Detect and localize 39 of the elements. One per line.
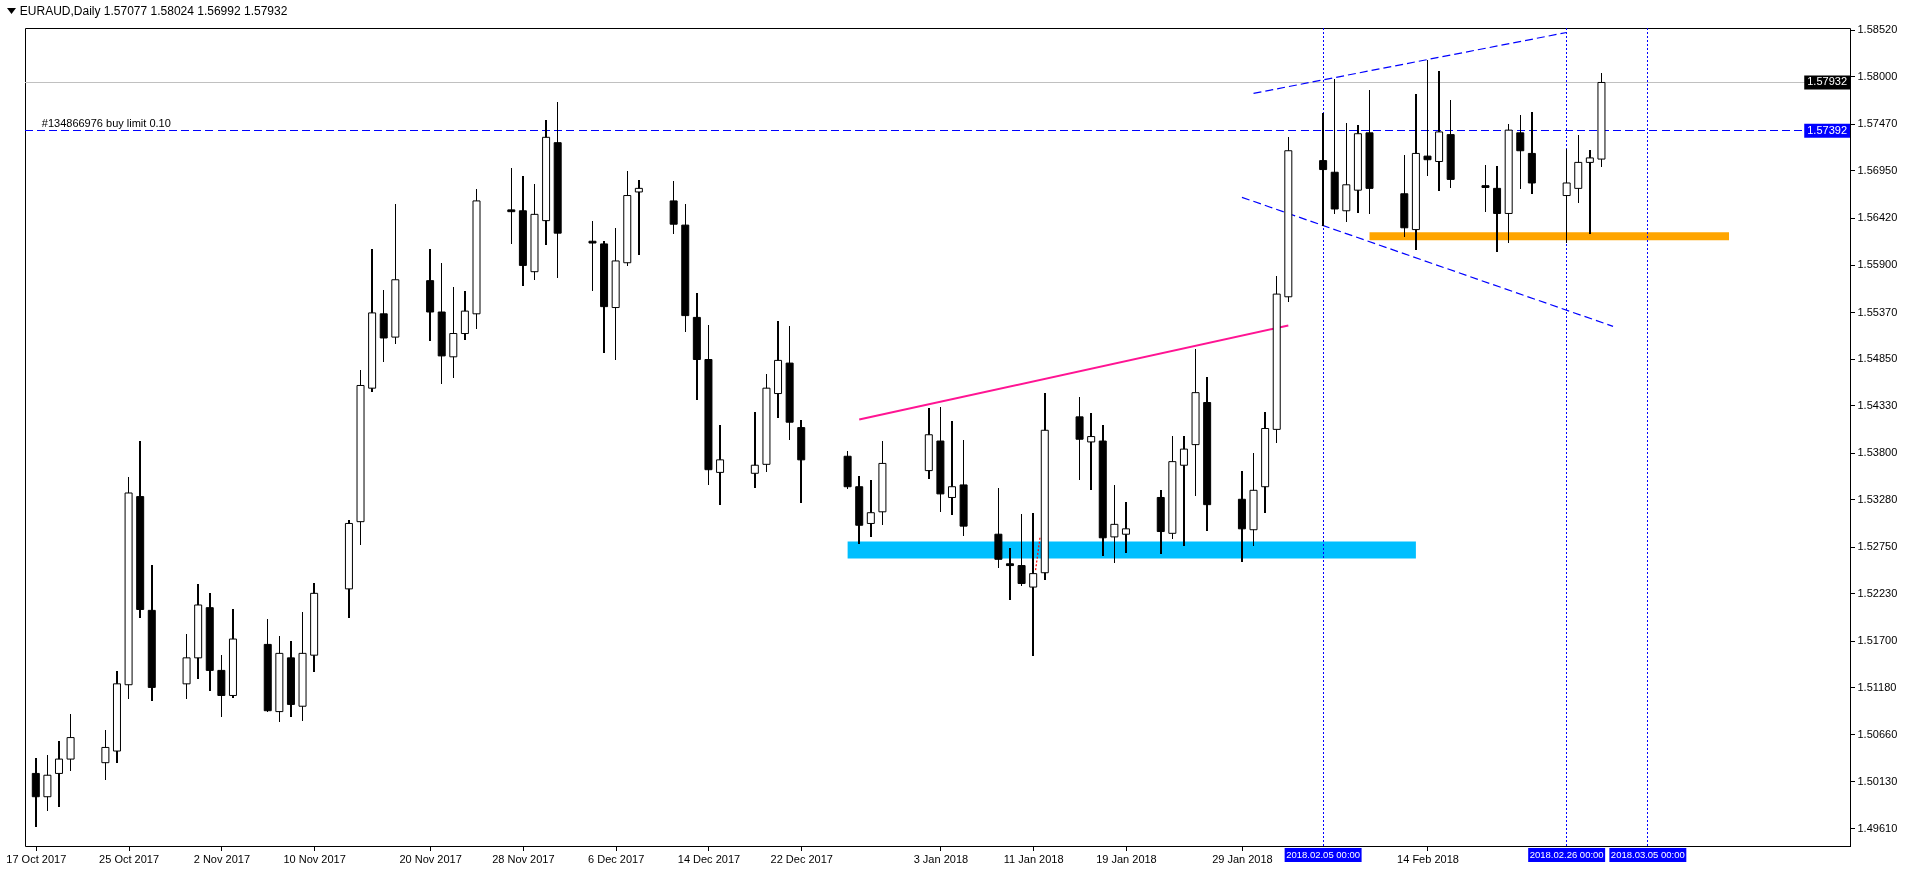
x-tick-label: 25 Oct 2017 xyxy=(99,852,160,865)
x-tick-label: 11 Jan 2018 xyxy=(1003,852,1064,865)
x-tick-label: 17 Oct 2017 xyxy=(6,852,67,865)
y-tick-label: 1.53280 xyxy=(1857,492,1898,505)
y-tick-label: 1.49610 xyxy=(1857,821,1898,834)
y-tick-label: 1.50660 xyxy=(1857,727,1898,740)
y-tick-label: 1.52750 xyxy=(1857,540,1898,553)
x-tick-label: 29 Jan 2018 xyxy=(1212,852,1273,865)
y-tick-label: 1.54850 xyxy=(1857,352,1898,365)
y-tick-label: 1.51700 xyxy=(1857,634,1898,647)
y-tick-label: 1.54330 xyxy=(1857,398,1898,411)
x-tick-label: 14 Feb 2018 xyxy=(1397,852,1459,865)
x-tick-label: 19 Jan 2018 xyxy=(1096,852,1157,865)
x-tick-label: 28 Nov 2017 xyxy=(492,852,555,865)
y-tick-label: 1.56420 xyxy=(1857,211,1898,224)
x-tick-label: 20 Nov 2017 xyxy=(399,852,462,865)
y-tick-label: 1.50130 xyxy=(1857,774,1898,787)
ref-line-label: 1.57932 xyxy=(1807,75,1847,88)
y-tick-label: 1.56950 xyxy=(1857,163,1898,176)
y-tick-label: 1.53800 xyxy=(1857,446,1898,459)
x-tick-label: 14 Dec 2017 xyxy=(677,852,741,865)
y-tick-label: 1.55900 xyxy=(1857,258,1898,271)
x-tick-label: 22 Dec 2017 xyxy=(770,852,833,865)
chart-title: EURAUD,Daily 1.57077 1.58024 1.56992 1.57932 xyxy=(19,3,288,18)
x-tick-label: 10 Nov 2017 xyxy=(283,852,346,865)
ref-line-label: 1.57392 xyxy=(1807,123,1847,136)
x-tick-label: 3 Jan 2018 xyxy=(913,852,969,865)
y-tick-label: 1.51180 xyxy=(1857,680,1897,693)
ref-line-label: 2018.03.05 00:00 xyxy=(1610,849,1685,860)
ref-line-label: 2018.02.26 00:00 xyxy=(1529,849,1604,860)
x-tick-label: 6 Dec 2017 xyxy=(588,852,645,865)
y-tick-label: 1.57470 xyxy=(1857,117,1898,130)
y-tick-label: 1.52230 xyxy=(1857,586,1898,599)
y-tick-label: 1.58520 xyxy=(1857,23,1898,36)
y-tick-label: 1.58000 xyxy=(1857,69,1898,82)
y-tick-label: 1.55370 xyxy=(1857,305,1898,318)
x-tick-label: 2 Nov 2017 xyxy=(193,852,250,865)
ref-line-label: 2018.02.05 00:00 xyxy=(1286,849,1361,860)
annotation: #134866976 buy limit 0.10 xyxy=(41,116,171,129)
